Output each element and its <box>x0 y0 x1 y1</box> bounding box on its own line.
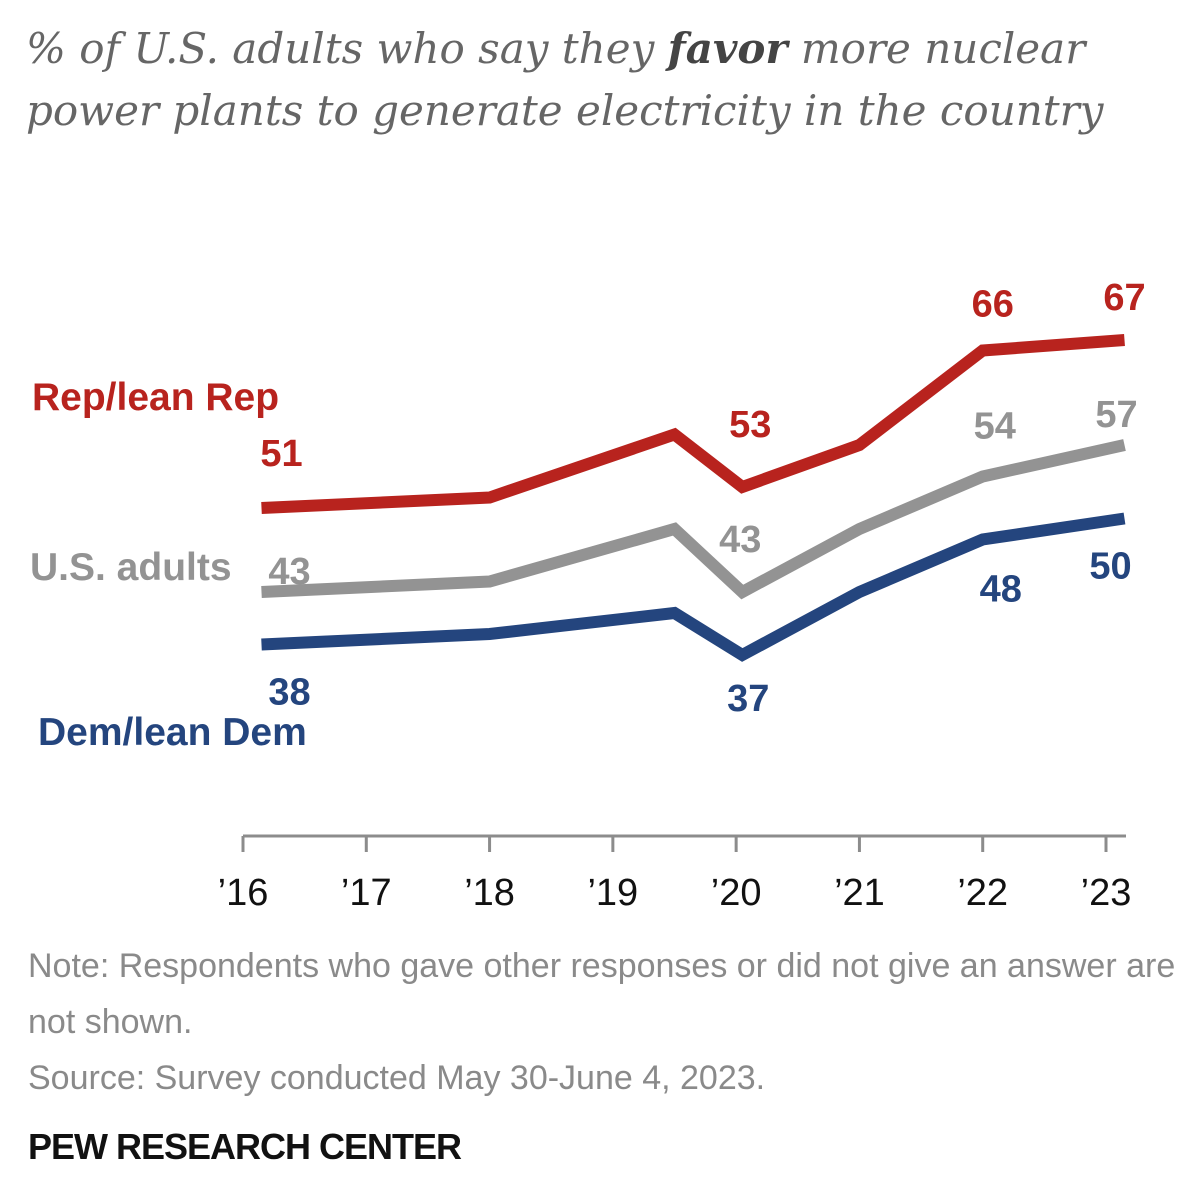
data-label: 48 <box>980 569 1022 611</box>
data-label: 43 <box>719 519 761 561</box>
x-tick-label: ’18 <box>464 872 515 914</box>
data-label: 37 <box>727 678 769 720</box>
data-label: 54 <box>974 406 1016 448</box>
data-label: 51 <box>260 433 302 475</box>
source-line: Source: Survey conducted May 30-June 4, … <box>28 1059 766 1097</box>
title-text-start: % of U.S. adults who say they <box>26 24 668 73</box>
data-labels: 51 53 66 67 43 43 54 57 38 37 48 50 Rep/lean Rep U.S.… <box>30 277 1146 754</box>
x-tick-label: ’23 <box>1081 872 1132 914</box>
data-label: 38 <box>268 672 310 714</box>
title-emphasis: favor <box>667 24 788 73</box>
data-label: 43 <box>268 551 310 593</box>
data-label: 67 <box>1103 277 1145 319</box>
x-axis: ’16 ’17 ’18 ’19 ’20 ’21 ’22 ’23 <box>218 834 1132 914</box>
series-layer <box>261 334 1126 662</box>
x-tick-label: ’22 <box>957 872 1008 914</box>
series-line <box>261 439 1126 600</box>
x-tick-label: ’21 <box>834 872 885 914</box>
series-name-label: Dem/lean Dem <box>38 711 307 754</box>
x-tick-label: ’17 <box>341 872 392 914</box>
series-line <box>261 512 1126 662</box>
x-tick-label: ’19 <box>587 872 638 914</box>
series-name-label: Rep/lean Rep <box>32 376 279 419</box>
data-label: 57 <box>1095 394 1137 436</box>
title-text-end: more nuclear power plants to generate el… <box>26 24 1104 135</box>
footnote: Note: Respondents who gave other respons… <box>28 947 1176 1041</box>
data-label: 53 <box>729 404 771 446</box>
chart-footer: Note: Respondents who gave other respons… <box>28 938 1178 1106</box>
brand-logo-text: PEW RESEARCH CENTER <box>28 1126 462 1167</box>
chart-title: % of U.S. adults who say they favor more… <box>26 18 1176 142</box>
series-line <box>261 334 1125 514</box>
data-label: 50 <box>1089 546 1131 588</box>
data-label: 66 <box>972 284 1014 326</box>
x-tick-label: ’20 <box>711 872 762 914</box>
series-name-label: U.S. adults <box>30 546 232 589</box>
x-tick-label: ’16 <box>218 872 269 914</box>
